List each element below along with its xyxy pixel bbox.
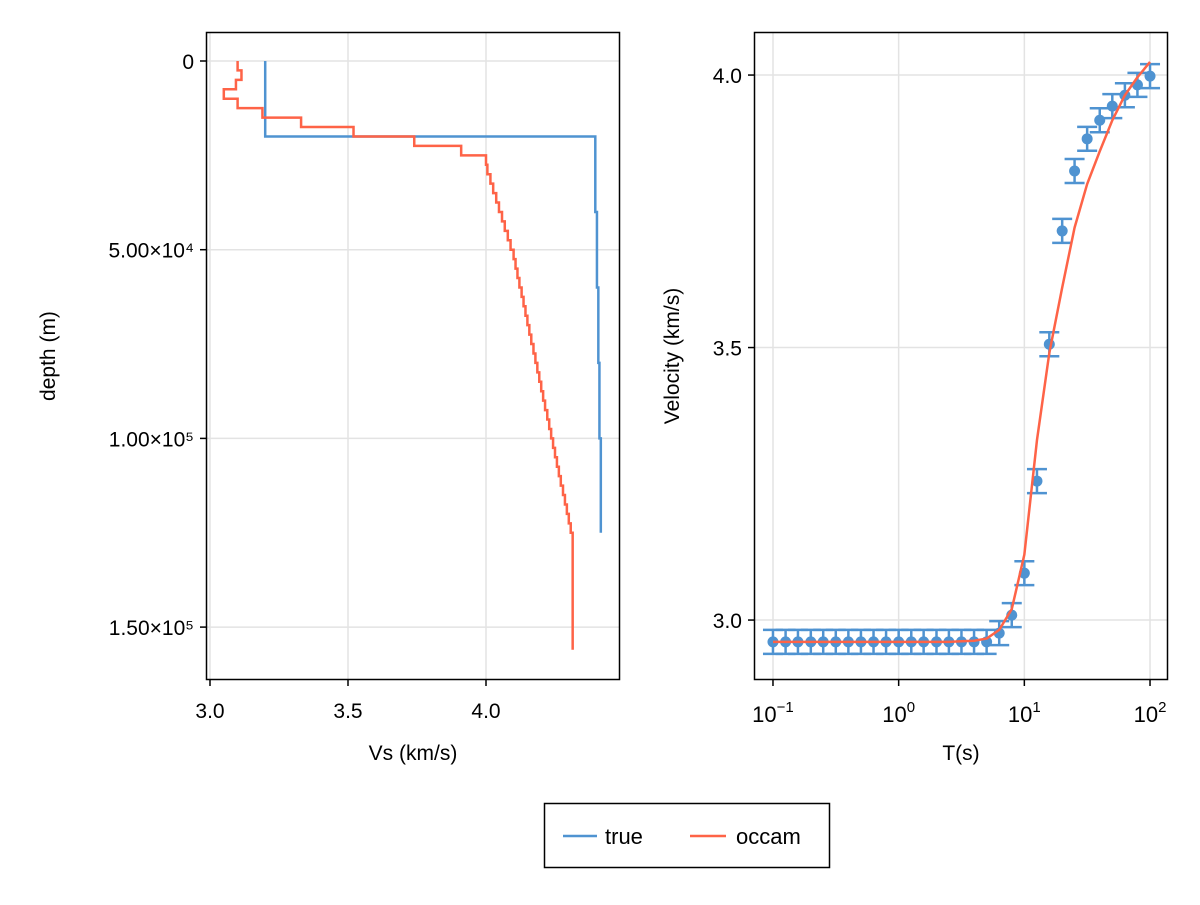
legend: true occam (543, 802, 831, 869)
y-tick-label: 1.50×10⁵ (109, 617, 194, 640)
x-tick-label: 102 (1134, 699, 1167, 727)
grid (206, 32, 620, 680)
y-tick-label: 1.00×10⁵ (109, 428, 194, 451)
data-point (1144, 70, 1156, 82)
x-tick-label: 100 (882, 699, 915, 727)
x-tick-label: 3.5 (333, 700, 362, 723)
dispersion-panel: 10−1 100 101 102 3.0 3.5 4.0 T(s) Velocity (km… (661, 31, 1169, 765)
data-point (1094, 114, 1106, 126)
y-tick-label: 3.0 (713, 610, 742, 633)
plot-data (222, 60, 603, 650)
profile-line-true (263, 60, 603, 533)
y-axis-label: depth (m) (37, 311, 60, 401)
depth-profile-panel: 3.0 3.5 4.0 0 5.00×10⁴ 1.00×10⁵ 1.50×10⁵ Vs (k… (37, 31, 621, 765)
x-axis-label: T(s) (942, 742, 979, 765)
profile-line-occam (222, 60, 574, 650)
ticks: 10−1 100 101 102 3.0 3.5 4.0 (713, 65, 1167, 727)
axes-frame (753, 31, 1169, 681)
x-axis-label: Vs (km/s) (369, 742, 458, 765)
data-point (1069, 165, 1081, 177)
grid (754, 32, 1168, 680)
axes-frame (205, 31, 621, 681)
x-tick-label: 10−1 (752, 699, 794, 727)
legend-label-occam: occam (736, 824, 801, 849)
y-tick-label: 4.0 (713, 65, 742, 88)
plot-data (762, 61, 1161, 656)
data-point (1081, 133, 1093, 145)
data-point (1106, 100, 1118, 112)
y-tick-label: 3.5 (713, 338, 742, 361)
dispersion-line-occam (772, 61, 1151, 644)
y-tick-label: 0 (182, 51, 194, 74)
y-axis-label: Velocity (km/s) (661, 288, 684, 425)
x-tick-label: 4.0 (471, 700, 500, 723)
y-tick-label: 5.00×10⁴ (108, 240, 194, 263)
ticks: 3.0 3.5 4.0 0 5.00×10⁴ 1.00×10⁵ 1.50×10⁵ (108, 51, 500, 723)
data-point (1056, 225, 1068, 237)
x-tick-label: 3.0 (195, 700, 224, 723)
legend-label-true: true (605, 824, 643, 849)
x-tick-label: 101 (1008, 699, 1041, 727)
data-point (1031, 475, 1043, 487)
